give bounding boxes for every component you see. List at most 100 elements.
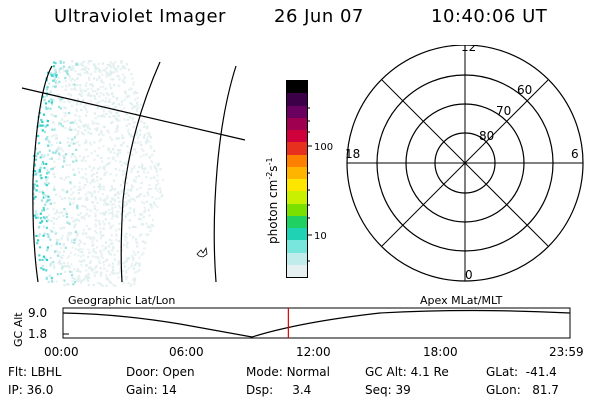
uv-pixel xyxy=(125,63,128,66)
uv-pixel xyxy=(138,234,141,237)
uv-pixel xyxy=(124,196,127,199)
uv-pixel xyxy=(61,125,64,128)
uv-pixel xyxy=(65,265,68,268)
uv-pixel xyxy=(54,71,58,74)
uv-pixel xyxy=(98,95,101,98)
uv-pixel xyxy=(82,133,85,136)
uv-pixel xyxy=(61,211,64,214)
uv-pixel xyxy=(101,244,104,248)
uv-pixel xyxy=(73,241,76,244)
uv-pixel xyxy=(114,68,117,71)
uv-pixel xyxy=(132,179,135,182)
colorbar-ticks: 100 10 xyxy=(307,107,333,262)
uv-pixel xyxy=(107,203,110,206)
uv-pixel xyxy=(61,85,64,88)
uv-pixel xyxy=(122,170,125,173)
uv-pixel xyxy=(143,122,146,125)
uv-pixel xyxy=(100,251,103,254)
uv-pixel xyxy=(74,128,77,131)
uv-pixel xyxy=(103,213,106,216)
uv-pixel xyxy=(130,184,134,187)
uv-pixel xyxy=(109,61,112,64)
uv-pixel xyxy=(90,143,93,146)
uv-pixel xyxy=(78,155,81,158)
colorbar xyxy=(286,80,308,278)
status-glon: GLon: 81.7 xyxy=(486,383,559,397)
uv-pixel xyxy=(39,212,42,215)
uv-pixel xyxy=(97,185,100,188)
uv-pixel xyxy=(161,178,165,181)
uv-pixel xyxy=(48,82,51,85)
uv-pixel xyxy=(107,94,111,97)
uv-pixel xyxy=(61,149,64,152)
uv-pixel xyxy=(130,188,133,191)
uv-pixel xyxy=(133,199,136,202)
uv-pixel xyxy=(123,235,126,238)
uv-pixel xyxy=(47,280,50,283)
uv-pixel xyxy=(105,163,108,166)
uv-pixel xyxy=(45,258,49,262)
uv-pixel xyxy=(117,276,120,279)
uv-pixel xyxy=(111,207,114,210)
uv-pixel xyxy=(61,279,65,282)
uv-pixel xyxy=(134,253,137,256)
uv-pixel xyxy=(84,173,87,176)
uv-pixel xyxy=(72,88,76,91)
uv-pixel xyxy=(125,96,128,99)
uv-pixel xyxy=(121,275,124,279)
uv-pixel xyxy=(84,89,87,92)
uv-pixel xyxy=(119,266,122,269)
uv-pixel xyxy=(70,274,74,277)
uv-pixel xyxy=(133,148,136,151)
uv-pixel xyxy=(105,203,108,207)
status-value: Normal xyxy=(286,365,330,379)
uv-pixel xyxy=(156,189,159,192)
uv-pixel xyxy=(92,255,95,258)
uv-pixel xyxy=(62,214,65,217)
uv-pixel xyxy=(90,269,94,272)
uv-pixel xyxy=(122,136,125,140)
uv-pixel xyxy=(106,196,109,199)
uv-pixel xyxy=(127,128,130,131)
uv-pixel xyxy=(117,84,120,87)
uv-pixel xyxy=(104,87,107,90)
uv-pixel xyxy=(133,283,136,286)
uv-pixel xyxy=(85,264,88,267)
uv-pixel xyxy=(42,255,45,258)
uv-pixel xyxy=(132,256,135,259)
uv-pixel xyxy=(97,190,100,194)
uv-pixel xyxy=(42,206,45,210)
uv-pixel xyxy=(64,154,67,157)
uv-pixel xyxy=(53,231,56,234)
uv-pixel xyxy=(131,262,134,265)
uv-pixel xyxy=(135,107,139,110)
uv-pixel xyxy=(117,149,120,152)
uv-pixel xyxy=(76,141,79,144)
uv-pixel xyxy=(46,199,49,202)
uv-pixel xyxy=(136,188,139,191)
uv-pixel xyxy=(68,126,72,129)
uv-pixel xyxy=(135,195,138,198)
uv-pixel xyxy=(47,182,50,185)
uv-pixel xyxy=(57,75,60,79)
uv-pixel xyxy=(41,190,44,193)
uv-pixel xyxy=(149,165,152,168)
uv-pixel xyxy=(138,166,141,169)
time-label: 10:40:06 UT xyxy=(431,6,548,27)
uv-pixel xyxy=(106,64,110,67)
uv-pixel xyxy=(156,205,159,208)
uv-pixel xyxy=(79,87,82,90)
uv-pixel xyxy=(115,213,118,216)
uv-pixel xyxy=(49,72,53,75)
uv-pixel xyxy=(81,204,84,208)
uv-pixel xyxy=(127,194,130,197)
uv-pixel xyxy=(43,166,46,170)
uv-pixel xyxy=(126,192,129,195)
uv-pixel xyxy=(55,243,58,246)
uv-pixel xyxy=(130,170,133,173)
uv-pixel xyxy=(63,197,67,200)
uv-pixel xyxy=(147,132,150,135)
uv-pixel xyxy=(154,204,157,207)
uv-pixel xyxy=(96,154,99,157)
uv-pixel xyxy=(119,160,122,163)
